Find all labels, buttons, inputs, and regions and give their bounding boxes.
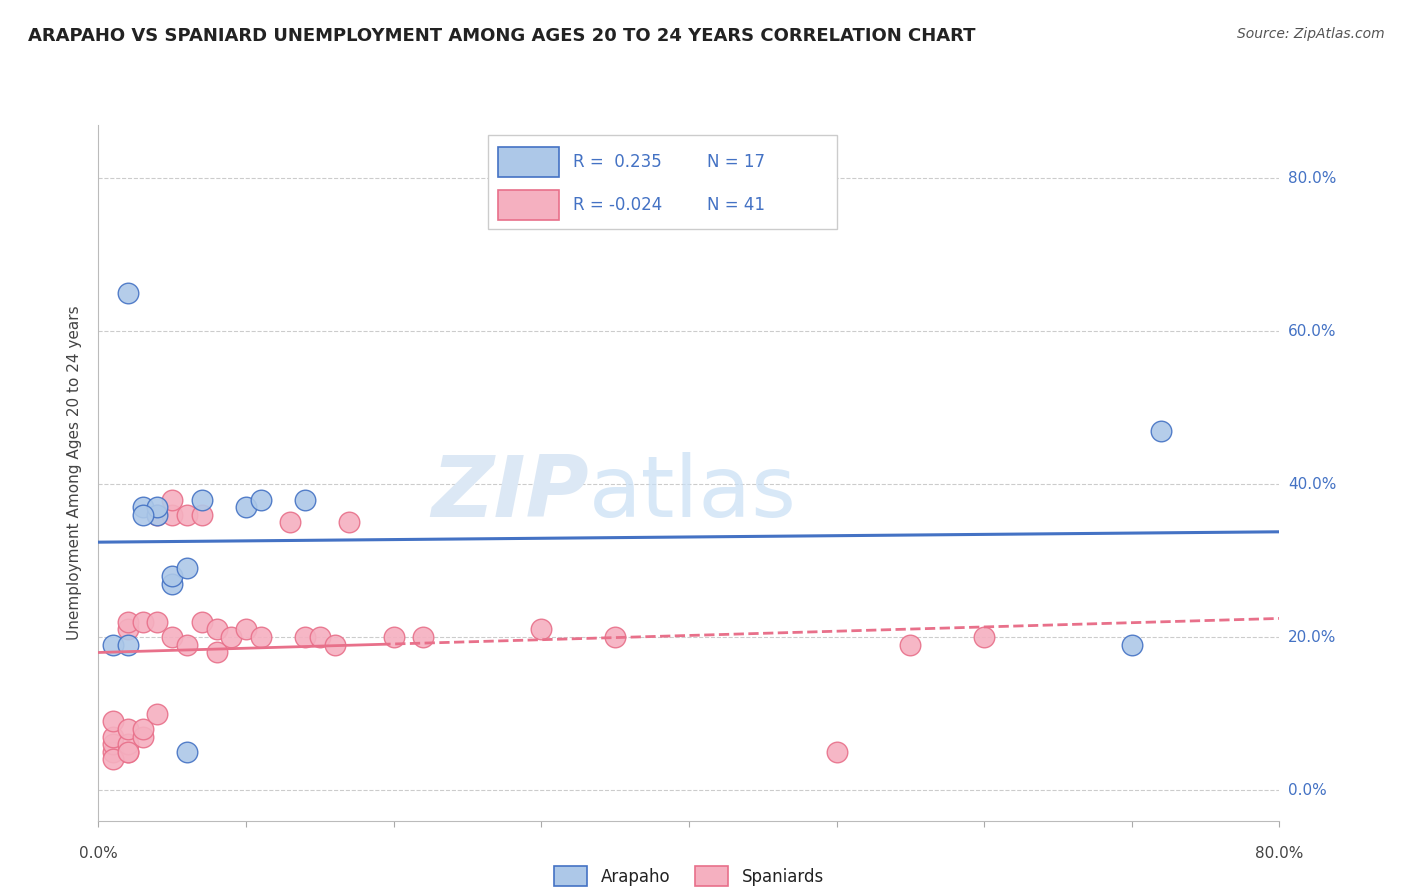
Y-axis label: Unemployment Among Ages 20 to 24 years: Unemployment Among Ages 20 to 24 years (67, 305, 83, 640)
Text: 0.0%: 0.0% (79, 846, 118, 861)
FancyBboxPatch shape (498, 147, 560, 177)
Point (132, 722, 155, 736)
Point (146, 615, 169, 629)
Point (176, 638, 198, 652)
Point (1150, 424, 1173, 438)
Point (117, 638, 139, 652)
Point (103, 737, 125, 751)
Text: N = 41: N = 41 (707, 196, 765, 214)
Text: ZIP: ZIP (430, 452, 589, 535)
Point (103, 730, 125, 744)
Point (103, 638, 125, 652)
Text: 80.0%: 80.0% (1256, 846, 1303, 861)
Point (162, 508, 183, 522)
Point (205, 645, 228, 659)
Point (205, 623, 228, 637)
Text: R = -0.024: R = -0.024 (574, 196, 662, 214)
Point (117, 623, 139, 637)
Point (294, 630, 316, 644)
Text: 40.0%: 40.0% (1288, 476, 1336, 491)
Point (309, 630, 332, 644)
Point (146, 508, 169, 522)
Text: N = 17: N = 17 (707, 153, 765, 170)
Point (412, 630, 434, 644)
Point (900, 638, 922, 652)
Text: ARAPAHO VS SPANIARD UNEMPLOYMENT AMONG AGES 20 TO 24 YEARS CORRELATION CHART: ARAPAHO VS SPANIARD UNEMPLOYMENT AMONG A… (28, 27, 976, 45)
FancyBboxPatch shape (498, 190, 560, 220)
Point (294, 492, 316, 507)
Point (132, 615, 155, 629)
Text: atlas: atlas (589, 452, 797, 535)
Point (176, 745, 198, 759)
Point (117, 615, 139, 629)
Point (103, 752, 125, 766)
Point (250, 630, 273, 644)
Point (337, 516, 360, 530)
Point (103, 745, 125, 759)
Point (191, 615, 214, 629)
Text: 20.0%: 20.0% (1288, 630, 1336, 645)
Point (132, 508, 155, 522)
Point (146, 706, 169, 721)
Point (117, 745, 139, 759)
Point (605, 630, 627, 644)
Text: 80.0%: 80.0% (1288, 171, 1336, 186)
Text: 0.0%: 0.0% (1288, 782, 1326, 797)
Point (132, 730, 155, 744)
Text: Source: ZipAtlas.com: Source: ZipAtlas.com (1237, 27, 1385, 41)
Point (825, 745, 848, 759)
Point (1121, 638, 1143, 652)
Point (191, 492, 214, 507)
Point (250, 492, 273, 507)
Point (235, 623, 257, 637)
Point (382, 630, 405, 644)
Point (191, 508, 214, 522)
Point (278, 516, 302, 530)
FancyBboxPatch shape (488, 136, 837, 229)
Point (973, 630, 995, 644)
Point (162, 630, 183, 644)
Text: 60.0%: 60.0% (1288, 324, 1336, 339)
Point (132, 500, 155, 515)
Point (162, 492, 183, 507)
Point (176, 561, 198, 575)
Point (162, 576, 183, 591)
Point (117, 737, 139, 751)
Legend: Arapaho, Spaniards: Arapaho, Spaniards (547, 860, 831, 892)
Point (117, 722, 139, 736)
Point (146, 500, 169, 515)
Point (219, 630, 242, 644)
Point (530, 623, 553, 637)
Point (235, 500, 257, 515)
Point (323, 638, 346, 652)
Point (146, 508, 169, 522)
Point (117, 745, 139, 759)
Point (117, 286, 139, 301)
Point (103, 714, 125, 729)
Point (162, 569, 183, 583)
Text: R =  0.235: R = 0.235 (574, 153, 662, 170)
Point (176, 508, 198, 522)
